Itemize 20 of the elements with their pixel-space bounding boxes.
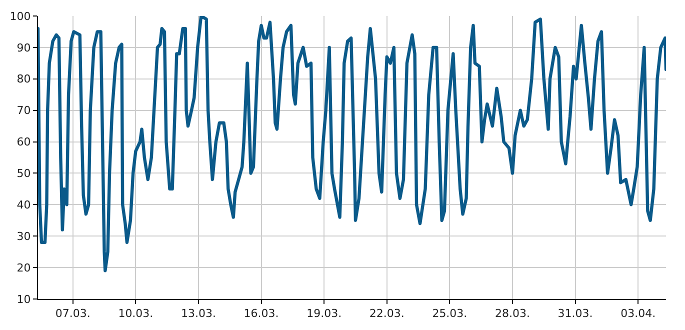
x-tick-label: 13.03. bbox=[180, 307, 216, 320]
y-tick-label: 100 bbox=[10, 10, 31, 23]
y-tick-label: 60 bbox=[16, 136, 31, 149]
y-tick-label: 40 bbox=[16, 198, 31, 212]
y-tick-label: 30 bbox=[16, 230, 31, 243]
y-tick-label: 50 bbox=[16, 167, 31, 180]
y-tick-label: 70 bbox=[16, 104, 31, 118]
x-tick-label: 07.03. bbox=[55, 307, 90, 320]
x-tick-label: 31.03. bbox=[558, 307, 593, 320]
x-tick-label: 19.03. bbox=[306, 307, 342, 320]
y-tick-label: 10 bbox=[16, 292, 31, 306]
x-tick-label: 10.03. bbox=[118, 307, 154, 320]
x-tick-label: 16.03. bbox=[244, 307, 279, 320]
x-tick-label: 28.03. bbox=[494, 307, 530, 320]
y-tick-label: 80 bbox=[16, 72, 31, 86]
y-tick-label: 90 bbox=[16, 41, 31, 54]
x-tick-label: 22.03. bbox=[369, 307, 404, 320]
x-tick-label: 03.04. bbox=[620, 307, 656, 320]
y-tick-label: 20 bbox=[16, 261, 31, 274]
x-tick-label: 25.03. bbox=[432, 307, 468, 320]
